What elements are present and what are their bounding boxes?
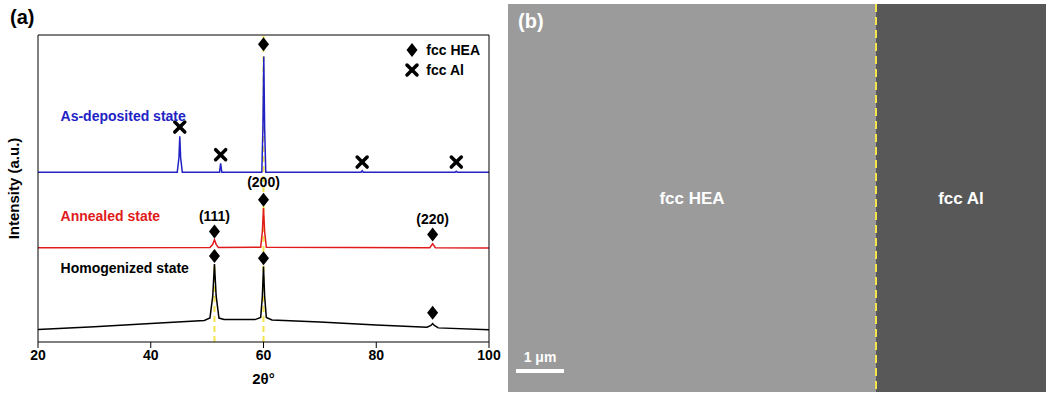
svg-text:(220): (220) [416, 211, 449, 227]
svg-text:(b): (b) [518, 10, 544, 32]
svg-text:1 μm: 1 μm [524, 349, 557, 365]
svg-text:60: 60 [256, 347, 272, 363]
svg-text:80: 80 [368, 347, 384, 363]
html-text:(a): (a) [10, 6, 35, 28]
svg-text:100: 100 [477, 347, 501, 363]
svg-text:fcc HEA: fcc HEA [659, 189, 724, 208]
svg-text:(200): (200) [247, 174, 280, 190]
svg-text:fcc Al: fcc Al [938, 189, 984, 208]
svg-text:40: 40 [143, 347, 159, 363]
html-text:fcc Al: fcc Al [426, 61, 464, 78]
svg-text:Annealed state: Annealed state [61, 208, 161, 224]
svg-text:20: 20 [30, 347, 46, 363]
svg-text:Intensity (a.u.): Intensity (a.u.) [5, 138, 22, 240]
svg-text:Homogenized state: Homogenized state [61, 260, 190, 276]
html-text:fcc HEA: fcc HEA [426, 41, 480, 58]
svg-text:As-deposited state: As-deposited state [61, 108, 186, 124]
svg-text:2θ°: 2θ° [252, 370, 274, 387]
svg-text:(111): (111) [199, 208, 230, 224]
